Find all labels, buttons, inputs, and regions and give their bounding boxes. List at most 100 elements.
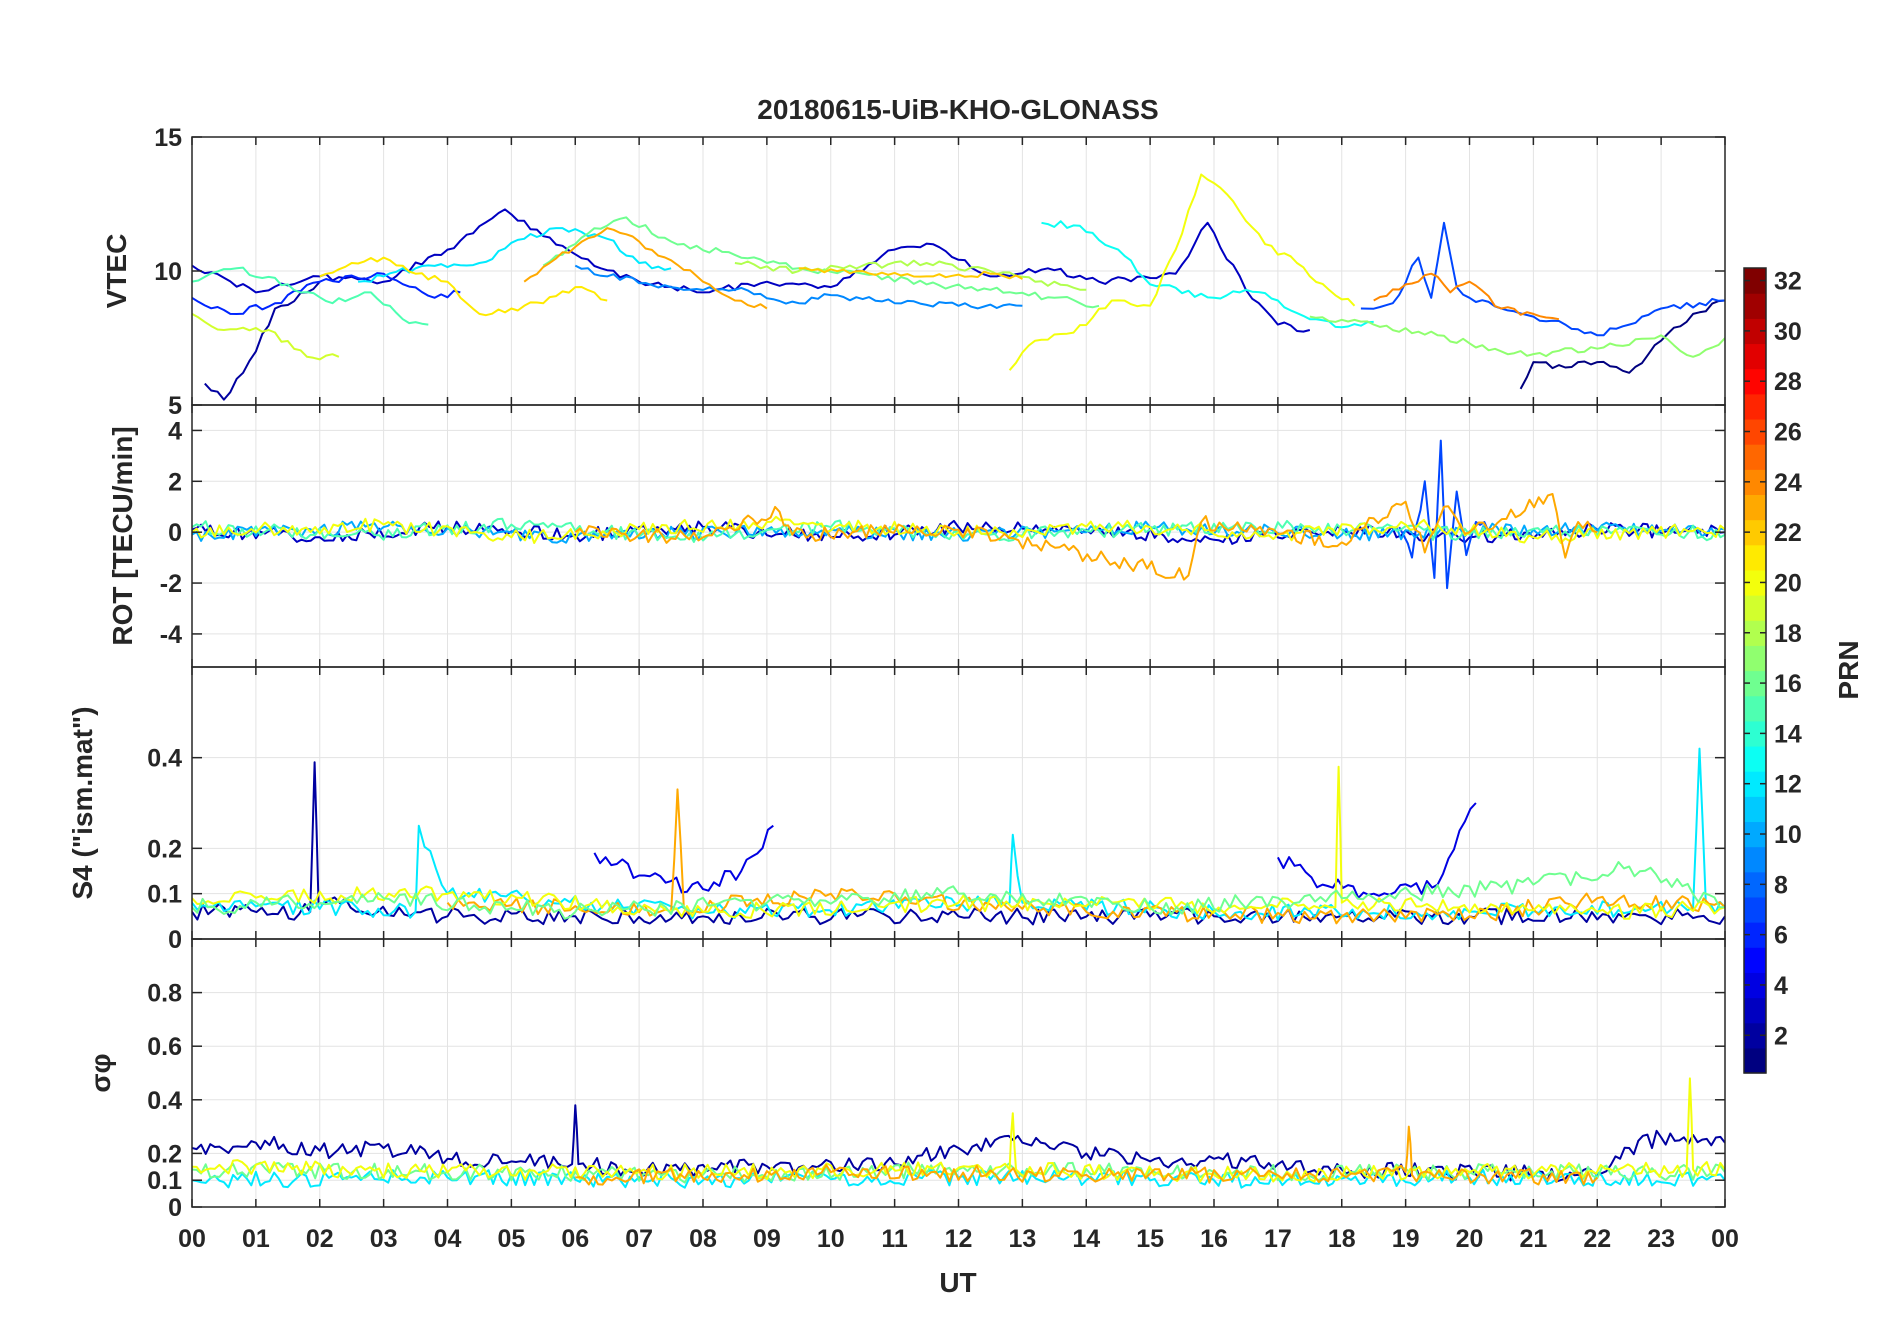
x-axis-title: UT xyxy=(939,1267,976,1298)
y-tick-label: 15 xyxy=(154,124,182,152)
colorbar-cell xyxy=(1744,620,1766,646)
x-tick-label: 15 xyxy=(1136,1225,1164,1253)
series-prn-9 xyxy=(574,264,1023,310)
x-tick-label: 14 xyxy=(1072,1225,1100,1253)
series-prn-22 xyxy=(798,267,1023,280)
series-prn-13 xyxy=(1041,220,1374,329)
x-tick-label: 06 xyxy=(561,1225,589,1253)
x-tick-label: 20 xyxy=(1456,1225,1484,1253)
colorbar-label: PRN xyxy=(1833,640,1864,699)
x-tick-label: 01 xyxy=(242,1225,270,1253)
series-prn-21 xyxy=(319,256,608,317)
x-tick-label: 13 xyxy=(1008,1225,1036,1253)
x-tick-label: 12 xyxy=(945,1225,973,1253)
colorbar-cell xyxy=(1744,343,1766,370)
x-tick-label: 07 xyxy=(625,1225,653,1253)
series-prn-12 xyxy=(192,747,1725,921)
x-tick-label: 22 xyxy=(1583,1225,1611,1253)
x-tick-label: 04 xyxy=(434,1225,462,1253)
x-tick-label: 23 xyxy=(1647,1225,1675,1253)
x-tick-label: 10 xyxy=(817,1225,845,1253)
series-prn-4 xyxy=(1277,802,1477,899)
series-prn-20 xyxy=(1008,173,1356,371)
series-prn-18 xyxy=(734,259,1087,291)
series-prn-4 xyxy=(593,824,774,894)
colorbar-cell xyxy=(1744,821,1766,848)
y-tick-label: 0.4 xyxy=(147,745,182,773)
series-prn-20 xyxy=(192,1077,1725,1183)
series-prn-19 xyxy=(192,313,340,361)
y-tick-label: 2 xyxy=(168,468,182,496)
y-axis-title-rot: ROT [TECU/min] xyxy=(107,426,138,645)
x-tick-label: 19 xyxy=(1392,1225,1420,1253)
y-tick-label: -4 xyxy=(160,621,182,649)
y-tick-label: 0 xyxy=(168,926,182,954)
series-group xyxy=(192,173,1725,401)
colorbar-tick-label: 10 xyxy=(1774,821,1802,849)
series-prn-16 xyxy=(542,216,1100,309)
x-tick-label: 16 xyxy=(1200,1225,1228,1253)
colorbar-cell xyxy=(1744,1047,1766,1074)
x-tick-label: 11 xyxy=(881,1225,908,1253)
y-tick-label: 0.6 xyxy=(147,1033,182,1061)
colorbar-cell xyxy=(1744,670,1766,697)
series-prn-2 xyxy=(192,1104,1725,1183)
x-tick-label: 00 xyxy=(1711,1225,1739,1253)
colorbar-tick-label: 4 xyxy=(1774,972,1788,1000)
colorbar-tick-label: 22 xyxy=(1774,519,1802,547)
series-prn-16 xyxy=(192,861,1725,920)
series-group xyxy=(192,747,1725,926)
y-tick-label: 0.2 xyxy=(147,1140,182,1168)
colorbar-cell xyxy=(1744,896,1766,923)
series-prn-24 xyxy=(1373,272,1560,321)
colorbar-tick-label: 2 xyxy=(1774,1022,1788,1050)
y-tick-label: 0.4 xyxy=(147,1087,182,1115)
colorbar-tick-label: 20 xyxy=(1774,569,1802,597)
colorbar-cell xyxy=(1744,796,1766,823)
series-prn-17 xyxy=(1309,315,1725,358)
colorbar-tick-label: 24 xyxy=(1774,469,1802,497)
y-tick-label: 4 xyxy=(168,417,182,445)
colorbar-tick-label: 8 xyxy=(1774,871,1788,899)
series-prn-6 xyxy=(192,272,461,315)
colorbar-cell xyxy=(1744,1022,1766,1049)
colorbar-cell xyxy=(1744,745,1766,772)
series-group xyxy=(192,1077,1725,1189)
colorbar-tick-label: 16 xyxy=(1774,670,1802,698)
x-tick-label: 17 xyxy=(1264,1225,1292,1253)
colorbar-tick-label: 6 xyxy=(1774,922,1788,950)
colorbar-cell xyxy=(1744,293,1766,319)
colorbar-cell xyxy=(1744,997,1766,1024)
x-tick-label: 09 xyxy=(753,1225,781,1253)
x-tick-label: 21 xyxy=(1519,1225,1547,1253)
series-prn-1 xyxy=(1519,299,1725,390)
colorbar-cell xyxy=(1744,569,1766,596)
x-tick-label: 00 xyxy=(178,1225,206,1253)
y-tick-label: 10 xyxy=(154,258,182,286)
colorbar-cell xyxy=(1744,695,1766,722)
colorbar-cell xyxy=(1744,846,1766,873)
x-tick-label: 05 xyxy=(497,1225,525,1253)
colorbar-cell xyxy=(1744,544,1766,571)
colorbar-cell xyxy=(1744,871,1766,898)
colorbar-tick-label: 32 xyxy=(1774,268,1802,296)
x-axis: 00 01 02 03 04 05 06 07 08 09 10 11 12 13 14 15 16 17 18 19… xyxy=(178,1225,1739,1253)
y-tick-label: 0.1 xyxy=(147,1167,182,1195)
y-tick-label: 0.8 xyxy=(147,980,182,1008)
y-axis-title-vtec: VTEC xyxy=(101,234,132,309)
colorbar-cell xyxy=(1744,444,1766,470)
colorbar-tick-label: 26 xyxy=(1774,419,1802,447)
series-prn-12 xyxy=(358,227,672,283)
colorbar-tick-label: 30 xyxy=(1774,318,1802,346)
series-prn-3 xyxy=(192,208,1311,333)
colorbar-cell xyxy=(1744,947,1766,973)
colorbar-cell xyxy=(1744,519,1766,546)
colorbar-tick-label: 18 xyxy=(1774,620,1802,648)
colorbar-cell xyxy=(1744,418,1766,445)
colorbar-cell xyxy=(1744,922,1766,948)
colorbar-cell xyxy=(1744,645,1766,672)
colorbar-cell xyxy=(1744,368,1766,395)
